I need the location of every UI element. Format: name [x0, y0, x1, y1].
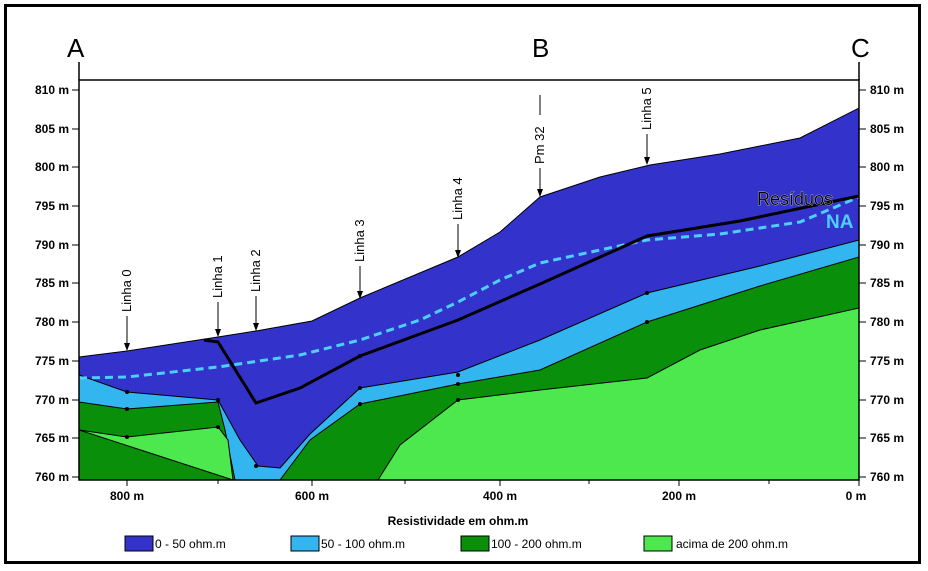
- section-letter-c: C: [851, 33, 870, 63]
- survey-line-3: Linha 3: [352, 219, 367, 299]
- na-line: [79, 195, 859, 380]
- y-tick-label-right: 765 m: [870, 431, 904, 445]
- survey-line-1: Linha 1: [210, 255, 225, 337]
- y-tick-label: 780 m: [35, 315, 69, 329]
- x-axis-title: Resistividade em ohm.m: [388, 514, 529, 528]
- y-tick-label-right: 800 m: [870, 160, 904, 174]
- survey-line-2: Linha 2: [248, 249, 263, 331]
- legend-label: 50 - 100 ohm.m: [321, 537, 405, 551]
- y-axis-right: 810 m 805 m 800 m 795 m 790 m 785 m 780 …: [859, 83, 904, 484]
- y-tick-label-right: 810 m: [870, 83, 904, 97]
- x-tick-label: 600 m: [295, 489, 329, 503]
- legend: 0 - 50 ohm.m 50 - 100 ohm.m 100 - 200 oh…: [124, 535, 788, 552]
- y-tick-label: 790 m: [35, 238, 69, 252]
- y-tick-label: 775 m: [35, 354, 69, 368]
- y-tick-label-right: 785 m: [870, 276, 904, 290]
- marker-dots: [125, 291, 649, 468]
- y-tick-label: 800 m: [35, 160, 69, 174]
- survey-line-4: Linha 4: [450, 177, 465, 258]
- y-axis-left: 810 m 805 m 800 m 795 m 790 m 785 m 780 …: [35, 83, 79, 484]
- x-tick-label: 800 m: [110, 489, 144, 503]
- y-tick-label-right: 790 m: [870, 238, 904, 252]
- plot-border: [78, 79, 860, 481]
- survey-line-label: Linha 5: [639, 87, 654, 130]
- residuos-label: Resíduos: [757, 189, 833, 209]
- y-tick-label: 805 m: [35, 122, 69, 136]
- residuos-line: [203, 194, 859, 405]
- legend-label: 100 - 200 ohm.m: [491, 537, 582, 551]
- legend-swatch: [124, 535, 154, 552]
- x-axis: 800 m 600 m 400 m 200 m 0 m Resistividad…: [110, 480, 866, 528]
- x-tick-label: 400 m: [483, 489, 517, 503]
- survey-line-0: Linha 0: [119, 269, 134, 351]
- y-tick-label: 760 m: [35, 470, 69, 484]
- y-tick-label: 810 m: [35, 83, 69, 97]
- survey-line-label: Linha 2: [248, 249, 263, 292]
- survey-line-label: Pm 32: [532, 126, 547, 164]
- y-tick-label-right: 795 m: [870, 199, 904, 213]
- y-tick-label-right: 760 m: [870, 470, 904, 484]
- survey-line-label: Linha 0: [119, 269, 134, 312]
- layer-above-200-right: [377, 307, 859, 480]
- x-tick-label: 0 m: [846, 489, 867, 503]
- survey-line-pm32: Pm 32: [532, 95, 547, 197]
- y-tick-label-right: 770 m: [870, 393, 904, 407]
- survey-line-label: Linha 3: [352, 219, 367, 262]
- survey-line-label: Linha 4: [450, 177, 465, 220]
- na-label: NA: [826, 212, 854, 233]
- y-tick-label-right: 780 m: [870, 315, 904, 329]
- legend-swatch: [460, 535, 490, 552]
- y-tick-label: 770 m: [35, 393, 69, 407]
- section-letter-b: B: [532, 33, 549, 63]
- survey-line-label: Linha 1: [210, 255, 225, 298]
- y-tick-label: 795 m: [35, 199, 69, 213]
- survey-line-5: Linha 5: [639, 87, 654, 165]
- legend-swatch: [643, 535, 673, 552]
- legend-swatch: [290, 535, 320, 552]
- legend-label: 0 - 50 ohm.m: [155, 537, 226, 551]
- y-tick-label-right: 805 m: [870, 122, 904, 136]
- legend-label: acima de 200 ohm.m: [676, 537, 788, 551]
- section-letter-a: A: [67, 33, 85, 63]
- x-tick-label: 200 m: [662, 489, 696, 503]
- y-tick-label-right: 775 m: [870, 354, 904, 368]
- layer-above-200: [79, 426, 234, 480]
- y-tick-label: 765 m: [35, 431, 69, 445]
- y-tick-label: 785 m: [35, 276, 69, 290]
